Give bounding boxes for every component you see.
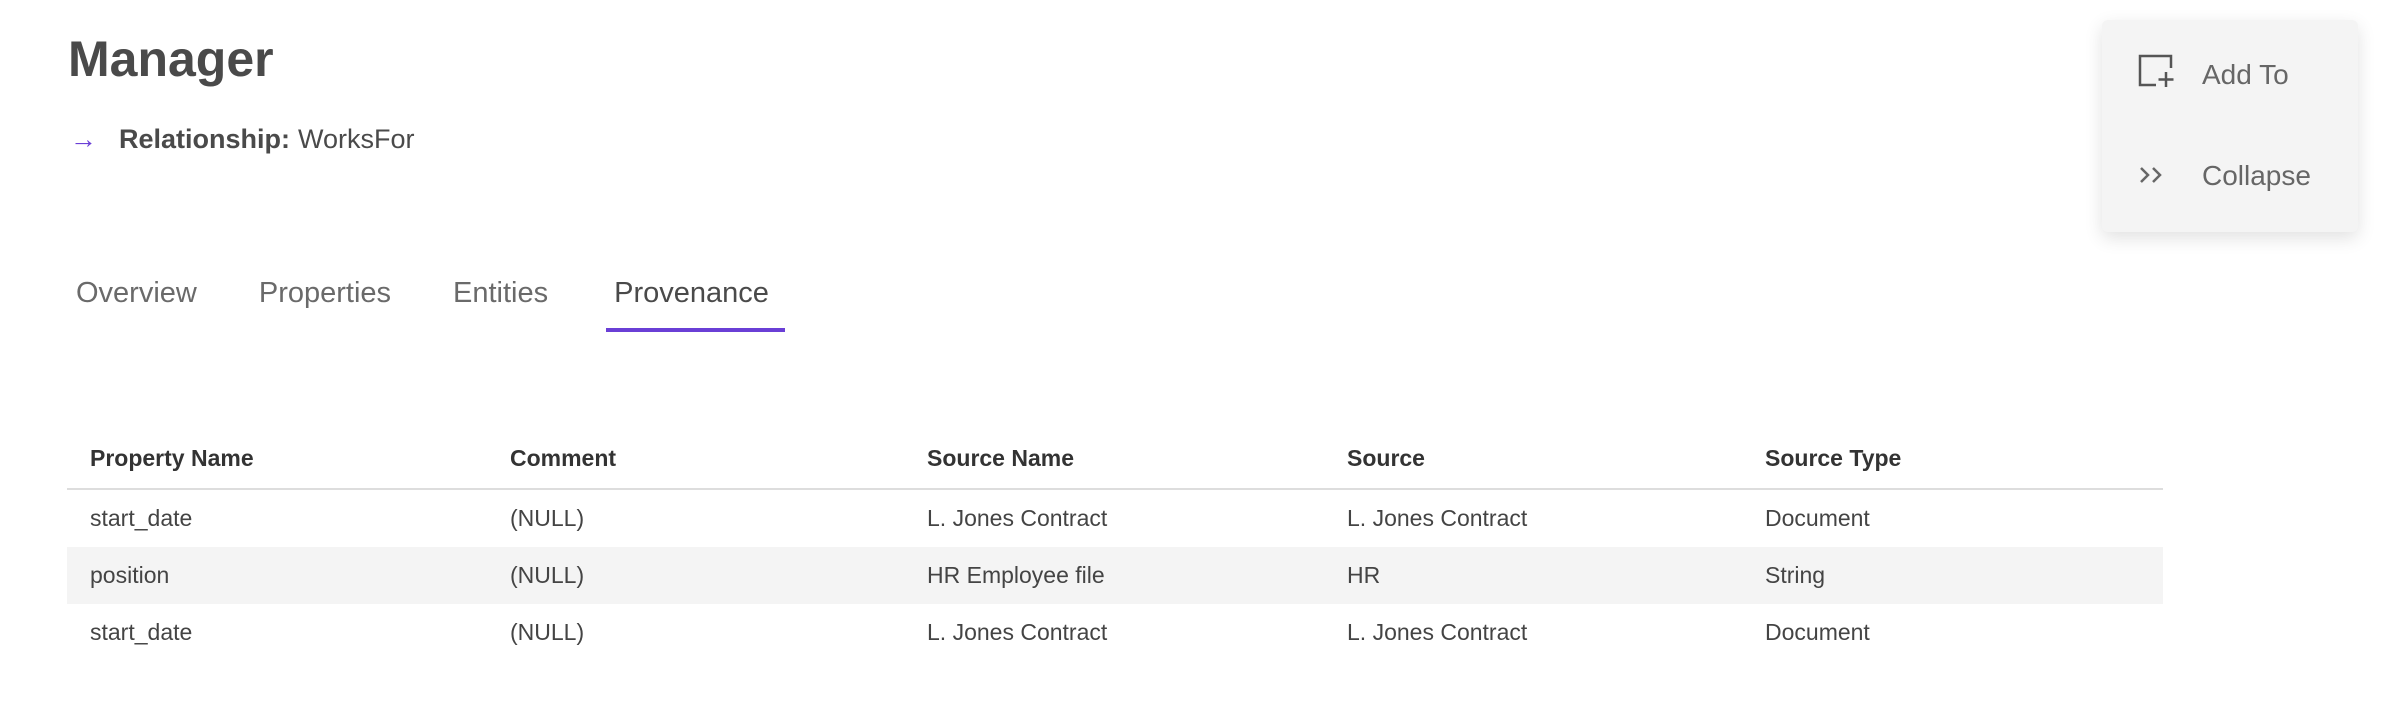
tab-provenance[interactable]: Provenance [598,270,785,332]
column-header-property-name[interactable]: Property Name [67,428,510,490]
cell-comment: (NULL) [510,547,927,604]
cell-comment: (NULL) [510,505,585,531]
relationship-value: WorksFor [298,124,415,154]
cell-comment: (NULL) [510,619,585,645]
relationship-label: Relationship: [119,124,291,154]
column-header-source-type[interactable]: Source Type [1765,428,2163,490]
provenance-table: Property Name Comment Source Name Source… [67,428,2163,661]
cell-source-type: Document [1765,619,1870,645]
collapse-button[interactable]: Collapse [2138,160,2311,192]
cell-property-name: start_date [90,505,193,531]
cell-property-name: position [67,547,510,604]
cell-source-name: HR Employee file [927,547,1347,604]
column-header-comment[interactable]: Comment [510,428,927,490]
cell-source: L. Jones Contract [1347,505,1528,531]
add-to-button[interactable]: Add To [2138,54,2289,95]
add-to-label: Add To [2202,58,2289,90]
table-row[interactable]: position (NULL) HR Employee file HR Stri… [67,547,2163,604]
action-menu: Add To Collapse [2102,20,2358,232]
cell-source-name: L. Jones Contract [927,505,1108,531]
table-header-row: Property Name Comment Source Name Source… [67,428,2163,490]
tab-overview[interactable]: Overview [76,277,197,309]
tab-entities[interactable]: Entities [453,277,549,309]
cell-property-name: start_date [90,619,193,645]
cell-source-name: L. Jones Contract [927,619,1108,645]
cell-source: HR [1347,547,1765,604]
arrow-right-icon: → [70,124,97,154]
table-row[interactable]: start_date (NULL) L. Jones Contract L. J… [67,604,2163,661]
column-header-source[interactable]: Source [1347,428,1765,490]
column-header-source-name[interactable]: Source Name [927,428,1347,490]
tab-bar: Overview Properties Entities Provenance [60,270,785,332]
add-to-icon [2138,54,2188,95]
cell-source: L. Jones Contract [1347,619,1528,645]
cell-source-type: Document [1765,505,1870,531]
relationship-info: → Relationship: WorksFor [70,124,415,155]
table-row[interactable]: start_date (NULL) L. Jones Contract L. J… [67,489,2163,547]
cell-source-type: String [1765,547,2163,604]
collapse-label: Collapse [2202,160,2311,191]
page-title: Manager [68,31,274,87]
tab-properties[interactable]: Properties [258,277,392,309]
double-chevron-right-icon [2138,160,2188,192]
